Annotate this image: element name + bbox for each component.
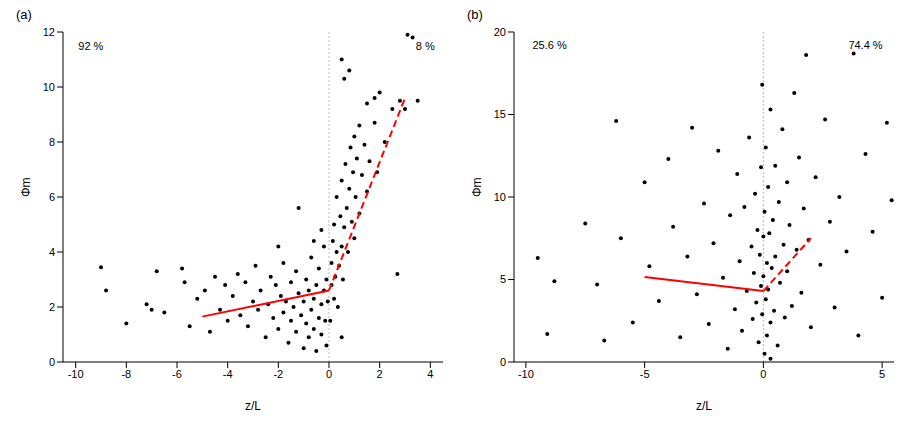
svg-text:6: 6 — [49, 191, 55, 203]
svg-text:2: 2 — [377, 368, 383, 380]
svg-text:8 %: 8 % — [416, 40, 435, 52]
svg-text:25.6 %: 25.6 % — [533, 39, 567, 51]
svg-text:-10: -10 — [68, 368, 84, 380]
svg-text:-2: -2 — [273, 368, 283, 380]
svg-text:2: 2 — [49, 301, 55, 313]
svg-text:10: 10 — [43, 81, 55, 93]
svg-text:4: 4 — [427, 368, 433, 380]
svg-text:74.4 %: 74.4 % — [848, 39, 882, 51]
svg-text:5: 5 — [500, 273, 506, 285]
svg-text:0: 0 — [500, 356, 506, 368]
html-text:(a): (a) — [16, 7, 32, 22]
svg-text:Φm: Φm — [470, 177, 484, 197]
svg-text:-6: -6 — [172, 368, 182, 380]
html-text:(b): (b) — [467, 7, 483, 22]
svg-text:0: 0 — [49, 356, 55, 368]
svg-text:Φm: Φm — [19, 177, 33, 197]
svg-text:z/L: z/L — [245, 399, 261, 413]
svg-text:4: 4 — [49, 246, 55, 258]
svg-text:0: 0 — [760, 368, 766, 380]
svg-text:-4: -4 — [223, 368, 233, 380]
svg-text:20: 20 — [494, 26, 506, 38]
svg-text:0: 0 — [326, 368, 332, 380]
svg-text:15: 15 — [494, 108, 506, 120]
svg-text:-8: -8 — [121, 368, 131, 380]
svg-text:12: 12 — [43, 26, 55, 38]
svg-text:10: 10 — [494, 191, 506, 203]
svg-text:-5: -5 — [640, 368, 650, 380]
svg-text:8: 8 — [49, 136, 55, 148]
svg-text:92 %: 92 % — [78, 40, 103, 52]
svg-text:z/L: z/L — [696, 399, 712, 413]
svg-text:5: 5 — [879, 368, 885, 380]
svg-text:-10: -10 — [518, 368, 534, 380]
